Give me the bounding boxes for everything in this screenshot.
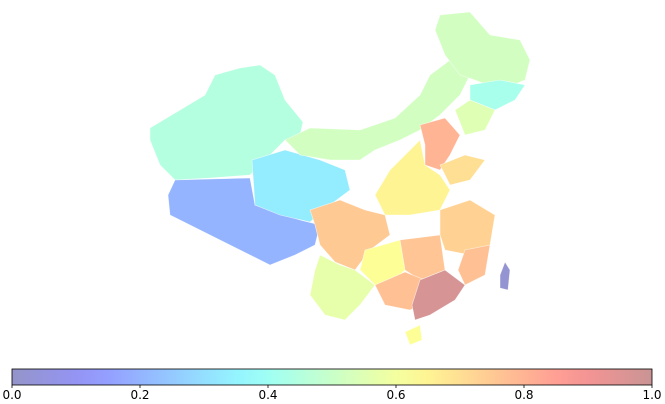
region: [374, 139, 451, 216]
region: [309, 254, 376, 321]
regions: [149, 11, 531, 346]
colorbar-tick-label: 0.4: [258, 388, 277, 402]
region: [454, 99, 496, 136]
region: [439, 154, 486, 186]
colorbar-tick-label: 1.0: [642, 388, 661, 402]
region: [419, 117, 461, 171]
colorbar: 0.0 0.2 0.4 0.6 0.8 1.0: [2, 368, 662, 402]
region: [411, 269, 466, 321]
region: [499, 261, 511, 291]
region: [457, 244, 491, 286]
colorbar-tick-label: 0.2: [130, 388, 149, 402]
region: [404, 324, 423, 346]
colorbar-fill: [11, 368, 653, 386]
colorbar-tick-label: 0.8: [514, 388, 533, 402]
colorbar-tick-label: 0.0: [2, 388, 21, 402]
colorbar-tick-label: 0.6: [386, 388, 405, 402]
